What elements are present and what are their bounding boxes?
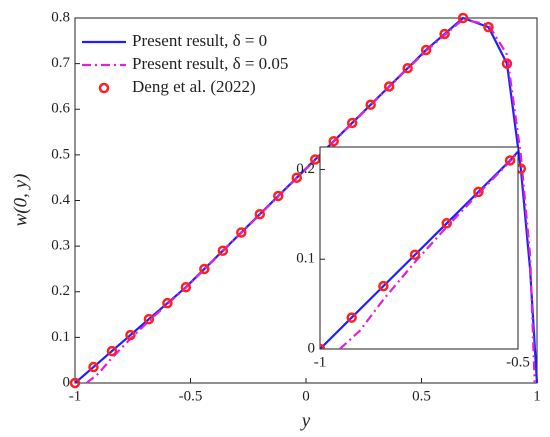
y-axis-label: w(0, y) (10, 174, 31, 227)
series-line (74, 16, 539, 384)
marker (346, 312, 357, 323)
legend-label: Present result, δ = 0 (132, 31, 267, 50)
marker (473, 186, 484, 198)
marker (346, 117, 358, 129)
plot-area (69, 12, 539, 389)
x-tick-label: 1 (533, 388, 541, 404)
y-tick-label: 0 (63, 374, 71, 390)
marker (378, 280, 389, 292)
marker (291, 172, 303, 183)
marker (409, 249, 421, 260)
x-tick-label: 0.5 (412, 388, 431, 404)
y-tick-label: 0.5 (51, 146, 70, 162)
x-tick-label: -1 (69, 388, 82, 404)
marker (106, 345, 118, 357)
marker (125, 329, 136, 341)
legend-label: Present result, δ = 0.05 (132, 54, 288, 73)
marker (217, 245, 229, 256)
marker (69, 377, 81, 389)
marker (504, 155, 516, 166)
y-tick-label: 0.2 (296, 161, 315, 177)
legend-label: Deng et al. (2022) (132, 77, 256, 96)
marker (88, 361, 99, 373)
marker (309, 154, 321, 165)
x-tick-label: -0.5 (506, 354, 530, 370)
marker (441, 218, 452, 229)
y-tick-label: 0.1 (296, 251, 315, 267)
y-tick-label: 0.8 (51, 9, 70, 25)
marker (328, 135, 339, 147)
marker (254, 208, 266, 220)
y-tick-label: 0 (308, 340, 316, 356)
series-line (85, 18, 536, 384)
marker (180, 281, 192, 293)
y-tick-label: 0.2 (51, 283, 70, 299)
marker (273, 190, 284, 202)
marker (402, 62, 413, 74)
y-tick-label: 0.7 (51, 55, 70, 71)
marker (162, 297, 173, 309)
series-line (320, 149, 518, 349)
y-tick-label: 0.6 (51, 101, 70, 117)
y-tick-label: 0.3 (51, 238, 70, 254)
marker (457, 12, 469, 24)
marker (143, 313, 155, 325)
y-tick-label: 0.4 (51, 192, 70, 208)
marker (538, 121, 546, 129)
marker (420, 44, 432, 56)
x-axis-label: y (300, 410, 311, 431)
legend-marker (98, 82, 110, 94)
marker (483, 21, 494, 33)
marker (439, 28, 450, 40)
marker (501, 58, 513, 69)
plot-area (320, 121, 546, 349)
marker (199, 263, 210, 275)
plot-frame (319, 146, 519, 350)
x-tick-label: -0.5 (179, 388, 203, 404)
marker (236, 227, 247, 238)
y-tick-label: 0.1 (51, 329, 70, 345)
series-line (339, 150, 518, 349)
marker (365, 99, 376, 110)
marker (383, 81, 395, 92)
x-tick-label: 0 (302, 388, 310, 404)
x-tick-label: -1 (314, 354, 327, 370)
